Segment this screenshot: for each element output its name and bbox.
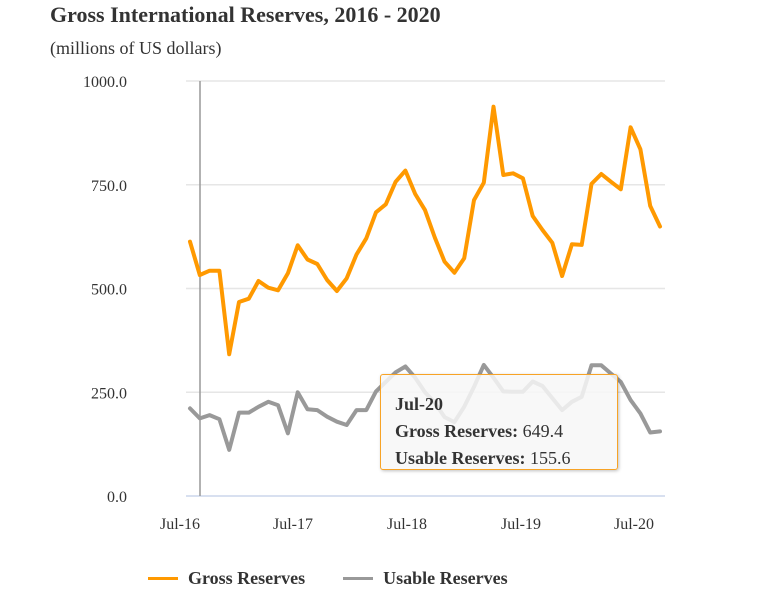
tooltip-date: Jul-20 [395, 394, 444, 414]
tooltip: Jul-20 Gross Reserves: 649.4 Usable Rese… [380, 374, 618, 470]
y-tick-label: 0.0 [107, 489, 127, 506]
chart-title: Gross International Reserves, 2016 - 202… [50, 2, 441, 27]
y-tick-label: 750.0 [91, 178, 127, 195]
tooltip-gross-label: Gross Reserves: [395, 421, 519, 441]
legend-swatch-gross [148, 577, 178, 580]
y-axis-ticks: 0.0 250.0 500.0 750.0 1000.0 [83, 74, 127, 506]
x-tick-label: Jul-20 [614, 516, 654, 533]
legend: Gross Reserves Usable Reserves [148, 568, 546, 589]
legend-label-gross: Gross Reserves [188, 568, 306, 588]
legend-item-usable-reserves[interactable]: Usable Reserves [343, 568, 508, 589]
tooltip-usable-value: 155.6 [529, 448, 571, 468]
x-tick-label: Jul-19 [501, 516, 541, 533]
x-tick-label: Jul-18 [387, 516, 427, 533]
x-axis-ticks: Jul-16 Jul-17 Jul-18 Jul-19 Jul-20 [160, 516, 654, 533]
series-line-gross-reserves[interactable] [188, 104, 662, 357]
y-tick-label: 1000.0 [83, 74, 127, 91]
y-tick-label: 250.0 [91, 385, 127, 402]
tooltip-usable-label: Usable Reserves: [395, 448, 526, 468]
chart-subtitle: (millions of US dollars) [50, 38, 222, 58]
y-tick-label: 500.0 [91, 282, 127, 299]
x-tick-label: Jul-17 [273, 516, 313, 533]
legend-label-usable: Usable Reserves [383, 568, 508, 588]
legend-swatch-usable [343, 577, 374, 580]
x-tick-label: Jul-16 [160, 516, 200, 533]
legend-item-gross-reserves[interactable]: Gross Reserves [148, 568, 305, 589]
tooltip-gross-value: 649.4 [522, 421, 564, 441]
